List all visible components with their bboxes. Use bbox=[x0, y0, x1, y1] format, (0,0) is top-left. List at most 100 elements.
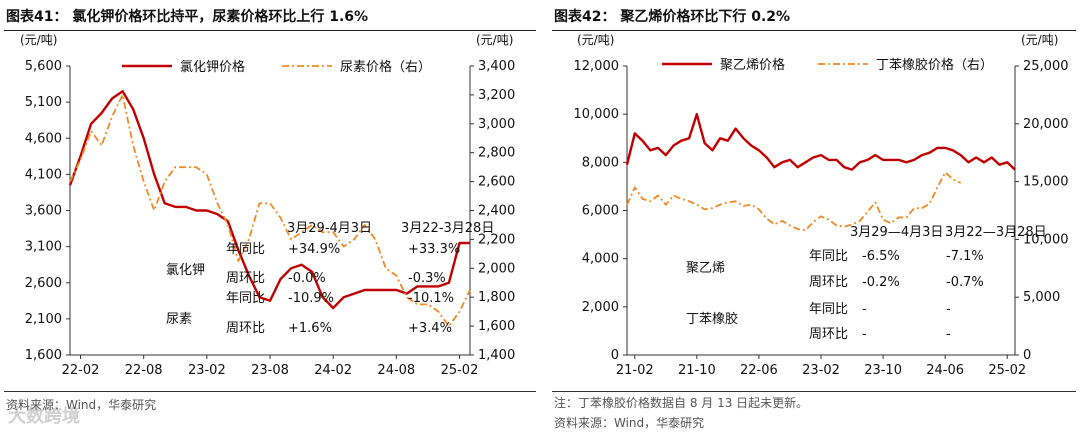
figure-41-source: 资料来源：Wind，华泰研究 bbox=[6, 398, 157, 412]
left-tick-label: 3,600 bbox=[25, 204, 62, 219]
table-group-name: 氯化钾 bbox=[166, 263, 205, 278]
right-unit-label: (元/吨) bbox=[1021, 33, 1058, 47]
table-column-header: 3月22—3月28日 bbox=[945, 225, 1047, 240]
figure-41-chart: 1,600 2,100 2,600 3,100 3,600 4,100 4,600 5,100… bbox=[20, 33, 515, 378]
x-tick-label: 25-02 bbox=[988, 363, 1026, 378]
right-tick-label: 15,000 bbox=[1023, 175, 1069, 190]
right-tick-label: 3,200 bbox=[478, 88, 515, 103]
right-tick-label: 2,200 bbox=[478, 232, 515, 247]
table-row-label: 年同比 bbox=[226, 242, 265, 257]
table-row-label: 年同比 bbox=[226, 291, 265, 306]
right-tick-label: 2,800 bbox=[478, 146, 515, 161]
left-tick-label: 2,100 bbox=[25, 312, 62, 327]
right-tick-label: 1,400 bbox=[478, 348, 515, 363]
right-tick-label: 10,000 bbox=[1023, 232, 1069, 247]
watermark-text: 大数跨境 bbox=[8, 406, 80, 427]
dashed-series-line bbox=[69, 94, 471, 328]
table-cell-value: -0.2% bbox=[862, 275, 900, 290]
figure-41-title: 图表41： 氯化钾价格环比持平，尿素价格环比上行 1.6% bbox=[6, 9, 369, 25]
table-cell-value: - bbox=[946, 302, 951, 317]
table-cell-value: -0.0% bbox=[288, 271, 326, 286]
legend-label: 丁苯橡胶价格（右） bbox=[876, 57, 993, 73]
right-tick-label: 2,400 bbox=[478, 204, 515, 219]
table-row-label: 年同比 bbox=[809, 249, 848, 264]
right-tick-label: 3,400 bbox=[478, 59, 515, 74]
left-unit-label: (元/吨) bbox=[20, 33, 57, 47]
x-tick-label: 21-02 bbox=[616, 363, 654, 378]
right-tick-label: 0 bbox=[1023, 348, 1031, 363]
left-tick-label: 5,600 bbox=[25, 59, 62, 74]
solid-series-line bbox=[68, 90, 470, 310]
figure-42-note: 注：丁苯橡胶价格数据自 8 月 13 日起未更新。 bbox=[554, 396, 809, 410]
legend-label: 尿素价格（右） bbox=[340, 59, 431, 75]
left-tick-label: 10,000 bbox=[574, 107, 620, 122]
right-tick-label: 25,000 bbox=[1023, 59, 1069, 74]
table-cell-value: -0.3% bbox=[408, 271, 446, 286]
right-unit-label: (元/吨) bbox=[476, 33, 513, 47]
table-row-label: 周环比 bbox=[226, 321, 265, 336]
table-group-name: 聚乙烯 bbox=[686, 261, 725, 276]
legend-label: 氯化钾价格 bbox=[180, 59, 245, 75]
note-rule bbox=[552, 391, 1076, 392]
table-cell-value: -0.7% bbox=[946, 275, 984, 290]
table-row-label: 周环比 bbox=[226, 271, 265, 286]
x-tick-label: 23-02 bbox=[802, 363, 840, 378]
left-tick-label: 0 bbox=[611, 348, 619, 363]
title-rule bbox=[552, 30, 1076, 31]
left-tick-label: 4,600 bbox=[25, 131, 62, 146]
table-cell-value: -10.1% bbox=[408, 291, 454, 306]
table-cell-value: +34.9% bbox=[288, 242, 340, 257]
table-cell-value: -7.1% bbox=[946, 249, 984, 264]
figure-41-panel: 图表41： 氯化钾价格环比持平，尿素价格环比上行 1.6% 1,600 2,100… bbox=[4, 9, 536, 412]
left-tick-label: 6,000 bbox=[582, 204, 619, 219]
figure-42-panel: 图表42： 聚乙烯价格环比下行 0.2% 0 2,000 4,000 6,000 8,0… bbox=[548, 0, 1080, 433]
right-tick-label: 2,600 bbox=[478, 175, 515, 190]
table-row-label: 周环比 bbox=[809, 275, 848, 290]
solid-series-line bbox=[625, 112, 1016, 171]
right-tick-label: 2,000 bbox=[478, 261, 515, 276]
left-tick-label: 2,600 bbox=[25, 276, 62, 291]
right-tick-label: 3,000 bbox=[478, 117, 515, 132]
table-cell-value: - bbox=[862, 302, 867, 317]
x-tick-label: 24-08 bbox=[377, 363, 415, 378]
left-unit-label: (元/吨) bbox=[577, 33, 614, 47]
right-tick-label: 1,600 bbox=[478, 319, 515, 334]
x-tick-label: 23-02 bbox=[188, 363, 226, 378]
source-rule bbox=[4, 391, 536, 392]
right-tick-label: 20,000 bbox=[1023, 117, 1069, 132]
right-tick-label: 1,800 bbox=[478, 290, 515, 305]
x-tick-label: 22-06 bbox=[740, 363, 778, 378]
x-tick-label: 22-02 bbox=[62, 363, 100, 378]
table-cell-value: +33.3% bbox=[408, 242, 460, 257]
table-cell-value: - bbox=[946, 327, 951, 342]
table-column-header: 3月29—4月3日 bbox=[850, 225, 943, 240]
table-row-label: 周环比 bbox=[809, 327, 848, 342]
title-rule bbox=[4, 30, 536, 31]
left-tick-label: 2,000 bbox=[582, 300, 619, 315]
figure-42-chart: 0 2,000 4,000 6,000 8,000 10,000 12,000 0 5,000 1… bbox=[574, 33, 1069, 378]
left-tick-label: 4,000 bbox=[582, 252, 619, 267]
table-column-header: 3月29-4月3日 bbox=[287, 221, 372, 236]
x-tick-label: 22-08 bbox=[125, 363, 163, 378]
table-group-name: 尿素 bbox=[166, 312, 192, 327]
table-cell-value: - bbox=[862, 327, 867, 342]
left-tick-label: 3,100 bbox=[25, 240, 62, 255]
x-tick-label: 23-08 bbox=[251, 363, 289, 378]
left-tick-label: 5,100 bbox=[25, 95, 62, 110]
dashed-series-line bbox=[626, 171, 962, 232]
x-tick-label: 24-02 bbox=[314, 363, 352, 378]
table-cell-value: -6.5% bbox=[862, 249, 900, 264]
legend-label: 聚乙烯价格 bbox=[720, 57, 785, 73]
figure-42-title: 图表42： 聚乙烯价格环比下行 0.2% bbox=[554, 9, 791, 25]
table-cell-value: +1.6% bbox=[288, 321, 332, 336]
table-cell-value: -10.9% bbox=[288, 291, 334, 306]
x-tick-label: 25-02 bbox=[441, 363, 479, 378]
x-tick-label: 23-10 bbox=[864, 363, 902, 378]
table-cell-value: +3.4% bbox=[408, 321, 452, 336]
right-tick-label: 5,000 bbox=[1023, 290, 1060, 305]
x-tick-label: 21-10 bbox=[678, 363, 716, 378]
table-row-label: 年同比 bbox=[809, 302, 848, 317]
left-tick-label: 1,600 bbox=[25, 348, 62, 363]
left-tick-label: 4,100 bbox=[25, 167, 62, 182]
figure-42-source: 资料来源：Wind，华泰研究 bbox=[554, 416, 705, 430]
